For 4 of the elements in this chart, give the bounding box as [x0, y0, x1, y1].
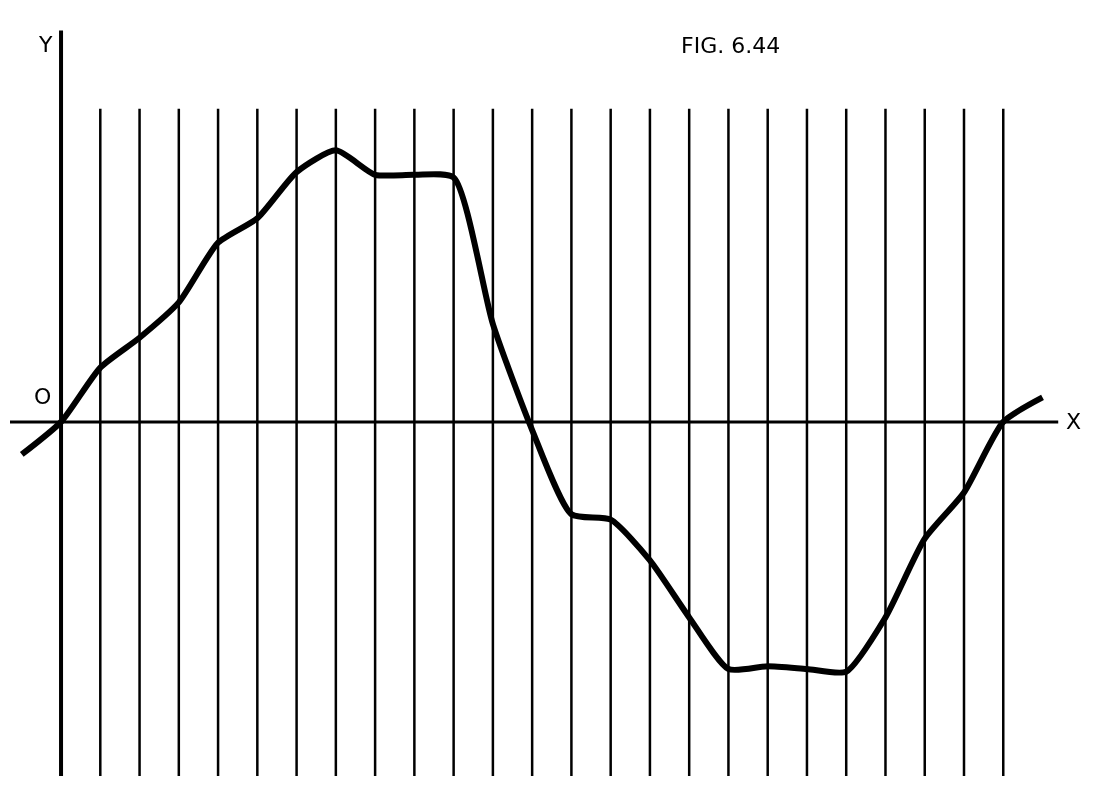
y-axis-title: Y [38, 32, 53, 57]
chart-title: FIG. 6.44 [681, 33, 781, 58]
annotation: O [34, 384, 52, 409]
x-axis-title: X [1066, 409, 1082, 434]
